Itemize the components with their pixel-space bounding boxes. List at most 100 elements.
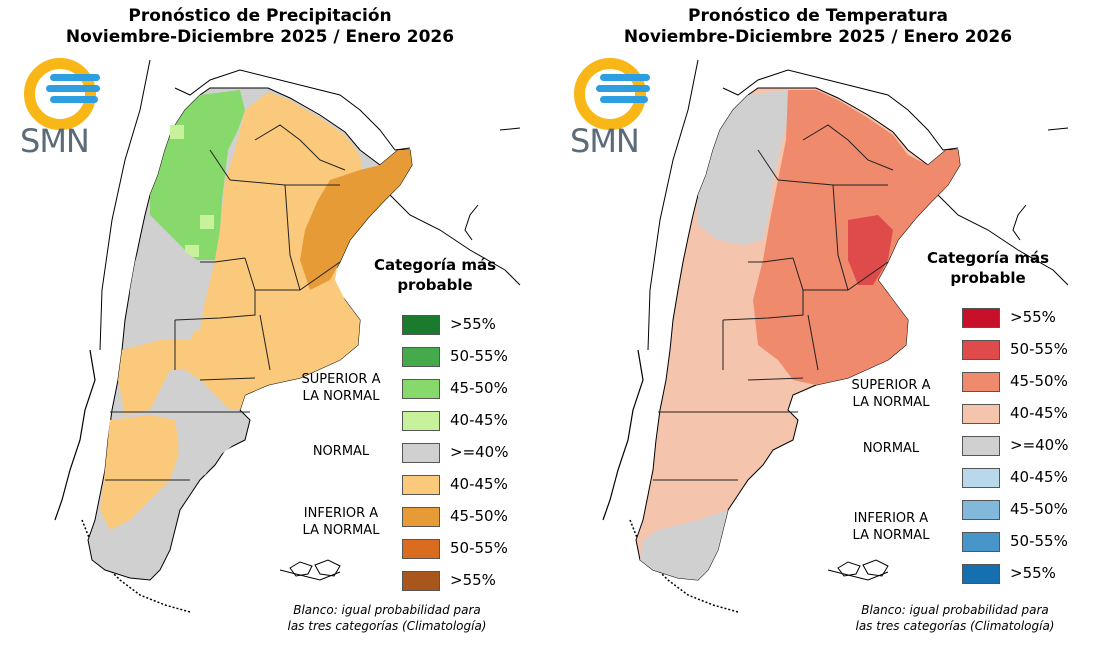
islands bbox=[289, 559, 341, 577]
legend-title-line1: Categoría más bbox=[926, 249, 1050, 267]
legend-label: >55% bbox=[450, 315, 496, 333]
light-green-cell bbox=[170, 125, 184, 139]
legend-swatch bbox=[962, 308, 1000, 328]
wave-icon bbox=[600, 96, 648, 103]
temperature-map bbox=[602, 59, 1069, 613]
smn-logo: SMN bbox=[570, 58, 660, 160]
legend-label: 45-50% bbox=[1010, 372, 1068, 390]
legend-note-line1: Blanco: igual probabilidad para bbox=[293, 603, 481, 617]
precipitation-panel: Pronóstico de Precipitación Noviembre-Di… bbox=[0, 6, 525, 634]
legend-label: 50-55% bbox=[450, 347, 508, 365]
legend-label: 50-55% bbox=[1010, 532, 1068, 550]
precipitation-title-line2: Noviembre-Diciembre 2025 / Enero 2026 bbox=[65, 27, 455, 47]
sun-ring-icon bbox=[574, 58, 646, 130]
legend-title-line2: probable bbox=[950, 269, 1026, 287]
legend-swatch bbox=[962, 404, 1000, 424]
legend-label: 50-55% bbox=[1010, 340, 1068, 358]
category-inferior: INFERIOR A LA NORMAL bbox=[836, 510, 946, 544]
category-inferior-line2: LA NORMAL bbox=[302, 523, 380, 538]
category-superior-line2: LA NORMAL bbox=[852, 395, 930, 410]
smn-logo: SMN bbox=[20, 58, 110, 160]
red-core-region bbox=[848, 215, 893, 285]
legend-swatch bbox=[402, 507, 440, 527]
category-inferior-line1: INFERIOR A bbox=[853, 511, 929, 526]
gray-south bbox=[175, 380, 245, 480]
gray-nw-region bbox=[698, 90, 788, 245]
precipitation-title: Pronóstico de Precipitación Noviembre-Di… bbox=[0, 6, 520, 48]
category-inferior-line2: LA NORMAL bbox=[852, 528, 930, 543]
gray-center bbox=[128, 245, 205, 340]
neighbor-borders bbox=[99, 59, 521, 351]
sun-ring-icon bbox=[24, 58, 96, 130]
temperature-title-line2: Noviembre-Diciembre 2025 / Enero 2026 bbox=[623, 27, 1013, 47]
legend-label: 50-55% bbox=[450, 539, 508, 557]
legend-label: >55% bbox=[1010, 564, 1056, 582]
neighbor-borders bbox=[647, 59, 1069, 351]
legend-swatch bbox=[962, 340, 1000, 360]
legend-swatch bbox=[962, 436, 1000, 456]
legend-swatch bbox=[402, 443, 440, 463]
legend-swatch bbox=[402, 411, 440, 431]
light-green-cell bbox=[200, 215, 214, 229]
legend-swatch bbox=[962, 372, 1000, 392]
legend-swatch bbox=[962, 468, 1000, 488]
precipitation-legend-title: Categoría más probable bbox=[345, 255, 525, 295]
light-green-cell bbox=[185, 245, 199, 257]
wave-icon bbox=[50, 96, 98, 103]
wave-icon bbox=[50, 74, 100, 81]
temperature-title: Pronóstico de Temperatura Noviembre-Dici… bbox=[558, 6, 1078, 48]
legend-swatch bbox=[402, 539, 440, 559]
legend-title-line1: Categoría más bbox=[373, 256, 497, 274]
category-superior-line1: SUPERIOR A bbox=[851, 378, 931, 393]
legend-label: >=40% bbox=[450, 443, 509, 461]
smn-logo-text: SMN bbox=[570, 122, 640, 160]
wave-icon bbox=[600, 74, 650, 81]
light-orange-south bbox=[100, 415, 180, 530]
category-inferior: INFERIOR A LA NORMAL bbox=[286, 505, 396, 539]
legend-swatch bbox=[962, 564, 1000, 584]
provincial-borders bbox=[653, 124, 894, 481]
legend-swatch bbox=[402, 315, 440, 335]
category-superior: SUPERIOR A LA NORMAL bbox=[836, 377, 946, 411]
legend-note: Blanco: igual probabilidad para las tres… bbox=[825, 602, 1085, 634]
wave-icon bbox=[46, 85, 100, 92]
legend-swatch bbox=[402, 475, 440, 495]
category-superior-line2: LA NORMAL bbox=[302, 389, 380, 404]
category-superior: SUPERIOR A LA NORMAL bbox=[286, 371, 396, 405]
category-normal: NORMAL bbox=[312, 444, 370, 459]
legend-label: 45-50% bbox=[450, 379, 508, 397]
legend-note-line2: las tres categorías (Climatología) bbox=[287, 619, 487, 633]
category-inferior-line1: INFERIOR A bbox=[303, 506, 379, 521]
category-normal: NORMAL bbox=[862, 441, 920, 456]
smn-logo-text: SMN bbox=[20, 122, 90, 160]
precipitation-map bbox=[54, 59, 521, 613]
legend-swatch bbox=[402, 379, 440, 399]
gray-south-region bbox=[640, 510, 728, 580]
legend-swatch bbox=[962, 532, 1000, 552]
legend-label: 40-45% bbox=[1010, 404, 1068, 422]
legend-note-line2: las tres categorías (Climatología) bbox=[855, 619, 1055, 633]
legend-note-line1: Blanco: igual probabilidad para bbox=[861, 603, 1049, 617]
precipitation-title-line1: Pronóstico de Precipitación bbox=[128, 6, 392, 26]
legend-note: Blanco: igual probabilidad para las tres… bbox=[257, 602, 517, 634]
legend-swatch bbox=[962, 500, 1000, 520]
legend-label: 45-50% bbox=[450, 507, 508, 525]
legend-label: 45-50% bbox=[1010, 500, 1068, 518]
temperature-title-line1: Pronóstico de Temperatura bbox=[688, 6, 948, 26]
temperature-panel: Pronóstico de Temperatura Noviembre-Dici… bbox=[548, 0, 1096, 657]
legend-swatch bbox=[402, 571, 440, 591]
wave-icon bbox=[596, 85, 650, 92]
legend-label: >55% bbox=[1010, 308, 1056, 326]
provincial-borders bbox=[105, 124, 346, 481]
category-superior-line1: SUPERIOR A bbox=[301, 372, 381, 387]
legend-label: 40-45% bbox=[450, 411, 508, 429]
legend-swatch bbox=[402, 347, 440, 367]
light-orange-region bbox=[118, 92, 365, 415]
legend-label: >=40% bbox=[1010, 436, 1069, 454]
islands bbox=[837, 559, 889, 577]
legend-label: 40-45% bbox=[450, 475, 508, 493]
legend-label: >55% bbox=[450, 571, 496, 589]
legend-title-line2: probable bbox=[397, 276, 473, 294]
temperature-legend-title: Categoría más probable bbox=[898, 248, 1078, 288]
legend-label: 40-45% bbox=[1010, 468, 1068, 486]
